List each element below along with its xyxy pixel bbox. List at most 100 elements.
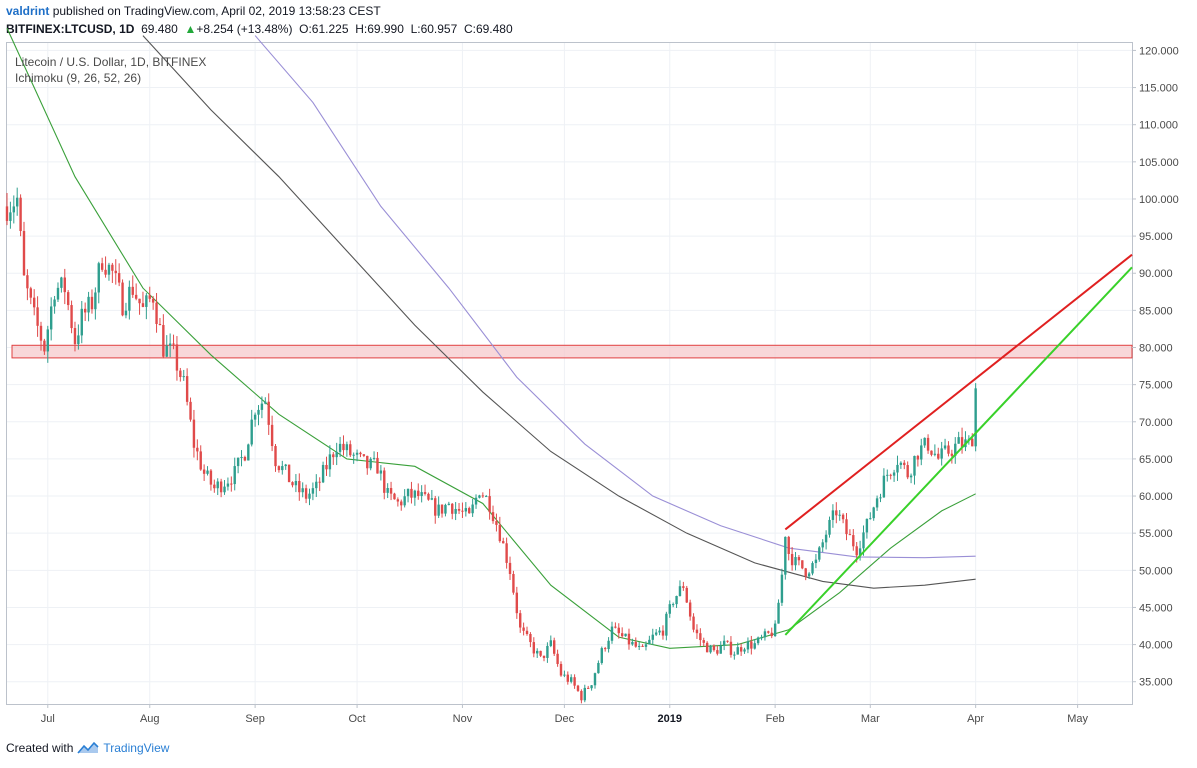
candle-body: [634, 641, 637, 647]
candle-body: [417, 490, 420, 497]
candle-body: [335, 451, 338, 458]
candle-body: [230, 483, 233, 485]
candle-body: [60, 277, 63, 288]
y-tick-label: 60.000: [1139, 491, 1173, 503]
candle-body: [814, 559, 818, 564]
candle-body: [236, 457, 240, 467]
candle-body: [678, 586, 682, 596]
candles: [5, 187, 977, 704]
candle-body: [556, 653, 559, 664]
candle-body: [457, 508, 461, 511]
candle-body: [750, 641, 753, 649]
candle-body: [134, 294, 138, 299]
candle-body: [954, 443, 957, 456]
candle-body: [692, 616, 695, 630]
candle-body: [505, 543, 508, 563]
x-tick-label: Sep: [245, 713, 265, 725]
ma-green-line: [6, 27, 976, 649]
candle-body: [668, 604, 671, 614]
candle-body: [848, 534, 852, 536]
candle-body: [651, 634, 654, 640]
chart-frame[interactable]: [6, 42, 1133, 705]
candle-body: [512, 574, 515, 593]
candle-body: [376, 457, 379, 474]
candle-body: [430, 498, 434, 500]
candle-body: [913, 455, 916, 476]
x-tick-label: Oct: [349, 713, 366, 725]
candle-body: [695, 629, 699, 634]
candle-body: [83, 308, 87, 313]
legend-title: Litecoin / U.S. Dollar, 1D, BITFINEX: [15, 55, 207, 69]
candle-body: [396, 499, 400, 502]
y-tick-label: 95.000: [1139, 231, 1173, 243]
candle-body: [767, 631, 770, 633]
x-tick-label: Jul: [41, 713, 55, 725]
candle-body: [179, 370, 182, 378]
candle-body: [546, 645, 549, 658]
candle-body: [491, 512, 495, 522]
candle-body: [576, 685, 580, 691]
candle-body: [787, 536, 790, 554]
candle-body: [794, 557, 797, 566]
candle-body: [627, 633, 631, 645]
candle-body: [311, 488, 315, 494]
candle-body: [811, 563, 814, 574]
candle-body: [882, 475, 886, 498]
resistance-zone-band: [11, 344, 1133, 359]
candle-body: [97, 263, 100, 293]
y-tick-label: 45.000: [1139, 602, 1173, 614]
candle-body: [410, 488, 413, 498]
candle-body: [209, 470, 213, 485]
candle-body: [481, 495, 485, 497]
candle-body: [304, 488, 308, 499]
candle-body: [705, 642, 709, 653]
candle-body: [471, 504, 474, 514]
candle-body: [950, 453, 954, 456]
candle-body: [875, 498, 879, 508]
candle-body: [165, 345, 168, 357]
channel-top-line: [784, 253, 1133, 531]
candle-body: [148, 295, 151, 299]
candle-body: [886, 474, 889, 476]
candle-body: [580, 690, 583, 701]
candle-body: [933, 453, 937, 455]
candle-body: [243, 456, 247, 461]
candle-body: [308, 493, 311, 499]
author-name[interactable]: valdrint: [6, 4, 50, 18]
candle-body: [620, 633, 624, 637]
candle-body: [141, 303, 145, 307]
candle-body: [15, 197, 19, 207]
candle-body: [818, 547, 821, 560]
candle-body: [437, 504, 440, 516]
candle-body: [202, 469, 206, 474]
tradingview-brand[interactable]: TradingView: [103, 741, 170, 755]
candle-body: [223, 486, 226, 493]
candle-body: [801, 560, 804, 569]
candle-body: [321, 464, 325, 483]
candle-body: [631, 641, 634, 645]
candle-body: [784, 536, 787, 575]
candle-body: [770, 632, 773, 637]
candle-body: [736, 647, 739, 655]
ohlc-high: H:69.990: [355, 22, 404, 36]
candle-body: [168, 343, 172, 346]
candle-body: [213, 484, 216, 489]
candle-body: [675, 595, 678, 605]
candle-body: [247, 444, 250, 461]
candle-body: [862, 532, 865, 549]
candle-body: [270, 424, 274, 447]
candle-body: [345, 444, 349, 451]
candle-body: [301, 488, 304, 493]
candle-body: [73, 328, 77, 345]
candle-body: [495, 521, 498, 525]
candle-body: [185, 376, 189, 402]
candle-body: [80, 308, 83, 336]
candle-body: [77, 335, 80, 345]
ohlc-close: C:69.480: [463, 22, 513, 36]
candle-body: [726, 640, 729, 642]
legend-indicator: Ichimoku (9, 26, 52, 26): [15, 71, 142, 85]
ma-dark-line: [142, 35, 976, 589]
candle-body: [454, 508, 457, 514]
candle-body: [39, 325, 43, 341]
